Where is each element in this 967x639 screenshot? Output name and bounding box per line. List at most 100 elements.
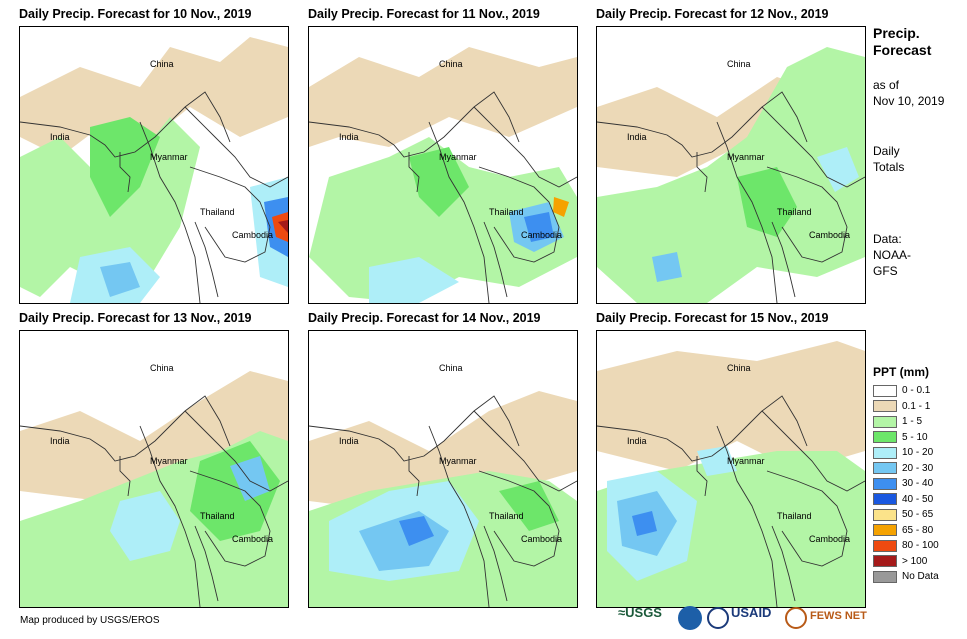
precip-region (499, 481, 559, 531)
country-label-india: India (50, 132, 70, 142)
country-label-cambodia: Cambodia (809, 230, 851, 240)
country-border (408, 152, 420, 193)
country-border (189, 470, 271, 567)
forecast-panel-6: Daily Precip. Forecast for 15 Nov., 2019… (596, 311, 886, 611)
precip-region (20, 37, 288, 157)
legend-label: 1 - 5 (902, 416, 923, 428)
country-label-cambodia: Cambodia (232, 534, 274, 544)
legend: PPT (mm) 0 - 0.1 0.1 - 1 1 - 5 5 - 10 10 - 2… (873, 365, 967, 585)
country-label-india: India (627, 132, 647, 142)
legend-label: > 100 (902, 555, 928, 567)
country-label-cambodia: Cambodia (232, 230, 274, 240)
country-label-myanmar: Myanmar (439, 152, 477, 162)
country-border (473, 410, 577, 492)
legend-label: 65 - 80 (902, 524, 934, 536)
country-border (597, 395, 808, 462)
precip-map-svg (309, 391, 577, 607)
country-border (483, 525, 508, 602)
country-border (771, 525, 796, 602)
country-label-thailand: Thailand (200, 511, 235, 521)
legend-item: 1 - 5 (873, 414, 967, 430)
legend-item: 40 - 50 (873, 492, 967, 508)
legend-item: 30 - 40 (873, 476, 967, 492)
legend-item: 20 - 30 (873, 461, 967, 477)
country-border (408, 456, 420, 497)
usaid-logo: USAID (731, 605, 772, 620)
country-border (478, 166, 560, 263)
country-border (597, 91, 808, 158)
precip-region (309, 137, 577, 303)
credit-text: Map produced by USGS/EROS (20, 615, 160, 626)
usaid-seal-icon (707, 607, 729, 629)
country-label-india: India (339, 132, 359, 142)
precip-region (409, 147, 469, 217)
country-label-china: China (439, 363, 463, 373)
precip-map-svg (597, 47, 865, 303)
precip-map: China India Myanmar Thailand Cambodia (308, 26, 578, 304)
legend-label: No Data (902, 571, 939, 583)
country-border (189, 166, 271, 263)
legend-label: 20 - 30 (902, 462, 934, 474)
precip-region (278, 220, 288, 233)
precip-region (100, 262, 140, 297)
country-label-china: China (727, 363, 751, 373)
country-border (309, 91, 520, 158)
country-label-myanmar: Myanmar (727, 152, 765, 162)
country-label-china: China (439, 59, 463, 69)
precip-map: China India Myanmar Thailand Cambodia (19, 26, 289, 304)
country-label-india: India (627, 436, 647, 446)
precip-region (737, 167, 797, 237)
forecast-panel-2: Daily Precip. Forecast for 11 Nov., 2019… (308, 7, 598, 307)
precip-region (369, 257, 459, 303)
country-border (766, 470, 848, 567)
title-precip: Precip. (873, 25, 920, 41)
country-label-myanmar: Myanmar (727, 456, 765, 466)
panel-title: Daily Precip. Forecast for 12 Nov., 2019 (596, 7, 829, 21)
country-border (139, 425, 201, 607)
legend-swatch (873, 462, 897, 475)
precip-map-svg (309, 47, 577, 303)
legend-label: 5 - 10 (902, 431, 928, 443)
precip-region (524, 212, 554, 242)
country-border (761, 410, 865, 492)
legend-item: 0.1 - 1 (873, 399, 967, 415)
precip-region (553, 197, 569, 217)
country-label-china: China (727, 59, 751, 69)
country-label-thailand: Thailand (489, 207, 524, 217)
country-border (766, 166, 848, 263)
country-label-thailand: Thailand (200, 207, 235, 217)
fewsnet-seal-icon (785, 607, 807, 629)
precip-map: China India Myanmar Thailand Cambodia (308, 330, 578, 608)
legend-label: 30 - 40 (902, 478, 934, 490)
as-of-label: as of (873, 78, 900, 92)
precip-region (90, 117, 160, 217)
legend-swatch (873, 493, 897, 506)
country-border (194, 221, 219, 298)
country-border (696, 456, 708, 497)
daily-label: Daily (873, 144, 900, 158)
country-label-cambodia: Cambodia (521, 230, 563, 240)
legend-item: 0 - 0.1 (873, 383, 967, 399)
legend-item: 5 - 10 (873, 430, 967, 446)
forecast-panel-5: Daily Precip. Forecast for 14 Nov., 2019… (308, 311, 598, 611)
legend-swatch (873, 539, 897, 552)
legend-swatch (873, 384, 897, 397)
legend-item: 50 - 65 (873, 507, 967, 523)
country-border (761, 106, 865, 188)
legend-label: 10 - 20 (902, 447, 934, 459)
panel-title: Daily Precip. Forecast for 14 Nov., 2019 (308, 311, 541, 325)
precip-map-svg (597, 341, 865, 607)
country-border (20, 395, 231, 462)
panel-title: Daily Precip. Forecast for 10 Nov., 2019 (19, 7, 252, 21)
precip-region (110, 491, 180, 561)
noaa-logo-icon (678, 606, 702, 630)
precip-region (597, 47, 865, 303)
data-source-1: NOAA- (873, 248, 912, 262)
country-label-cambodia: Cambodia (809, 534, 851, 544)
precip-region (309, 47, 577, 147)
country-border (139, 121, 201, 303)
precip-region (272, 212, 288, 242)
country-border (184, 410, 288, 492)
legend-item: No Data (873, 569, 967, 585)
legend-item: 65 - 80 (873, 523, 967, 539)
